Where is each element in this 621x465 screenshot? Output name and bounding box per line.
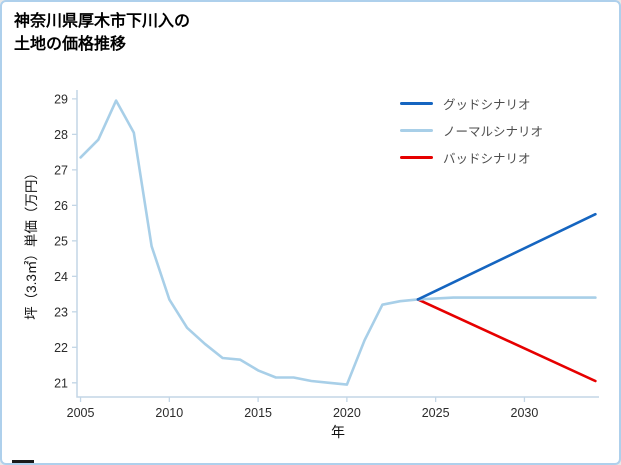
- legend-swatch-bad: [400, 156, 433, 159]
- x-tick-label: 2020: [333, 406, 361, 420]
- legend-label-bad: バッドシナリオ: [443, 152, 531, 166]
- legend-swatch-normal: [400, 129, 433, 132]
- y-tick-label: 27: [54, 163, 68, 177]
- legend-label-normal: ノーマルシナリオ: [443, 125, 544, 139]
- y-axis-label: 坪（3.3㎡）単価（万円）: [24, 166, 39, 320]
- series-line-good: [416, 212, 597, 301]
- series-line-historical: [79, 99, 420, 386]
- chart-title-line-2: 土地の価格推移: [14, 36, 127, 54]
- x-tick-label: 2005: [67, 406, 95, 420]
- y-tick-label: 22: [54, 341, 68, 355]
- y-tick-label: 26: [54, 199, 68, 213]
- legend-label-good: グッドシナリオ: [443, 98, 531, 112]
- series-line-normal: [416, 296, 597, 301]
- legend-swatch-good: [400, 102, 433, 105]
- y-tick-label: 29: [54, 92, 68, 106]
- y-tick-label: 28: [54, 128, 68, 142]
- chart-title: 神奈川県厚木市下川入の 土地の価格推移: [14, 10, 190, 56]
- x-tick-label: 2030: [511, 406, 539, 420]
- x-tick-label: 2025: [422, 406, 450, 420]
- series-line-bad: [416, 298, 597, 383]
- x-tick-label: 2010: [155, 406, 183, 420]
- legend-item-good: グッドシナリオ: [400, 95, 543, 112]
- y-tick-label: 21: [54, 376, 68, 390]
- chart-title-line-1: 神奈川県厚木市下川入の: [14, 13, 191, 30]
- y-tick-label: 25: [54, 234, 68, 248]
- x-tick-label: 2015: [244, 406, 272, 420]
- cropped-footer-fragment: [12, 460, 34, 463]
- legend: グッドシナリオ ノーマルシナリオ バッドシナリオ: [400, 95, 543, 166]
- axes-spines: [76, 90, 599, 398]
- legend-item-normal: ノーマルシナリオ: [400, 122, 543, 139]
- legend-item-bad: バッドシナリオ: [400, 149, 543, 166]
- x-axis-label: 年: [331, 424, 345, 440]
- y-tick-label: 23: [54, 305, 68, 319]
- y-tick-label: 24: [54, 270, 68, 284]
